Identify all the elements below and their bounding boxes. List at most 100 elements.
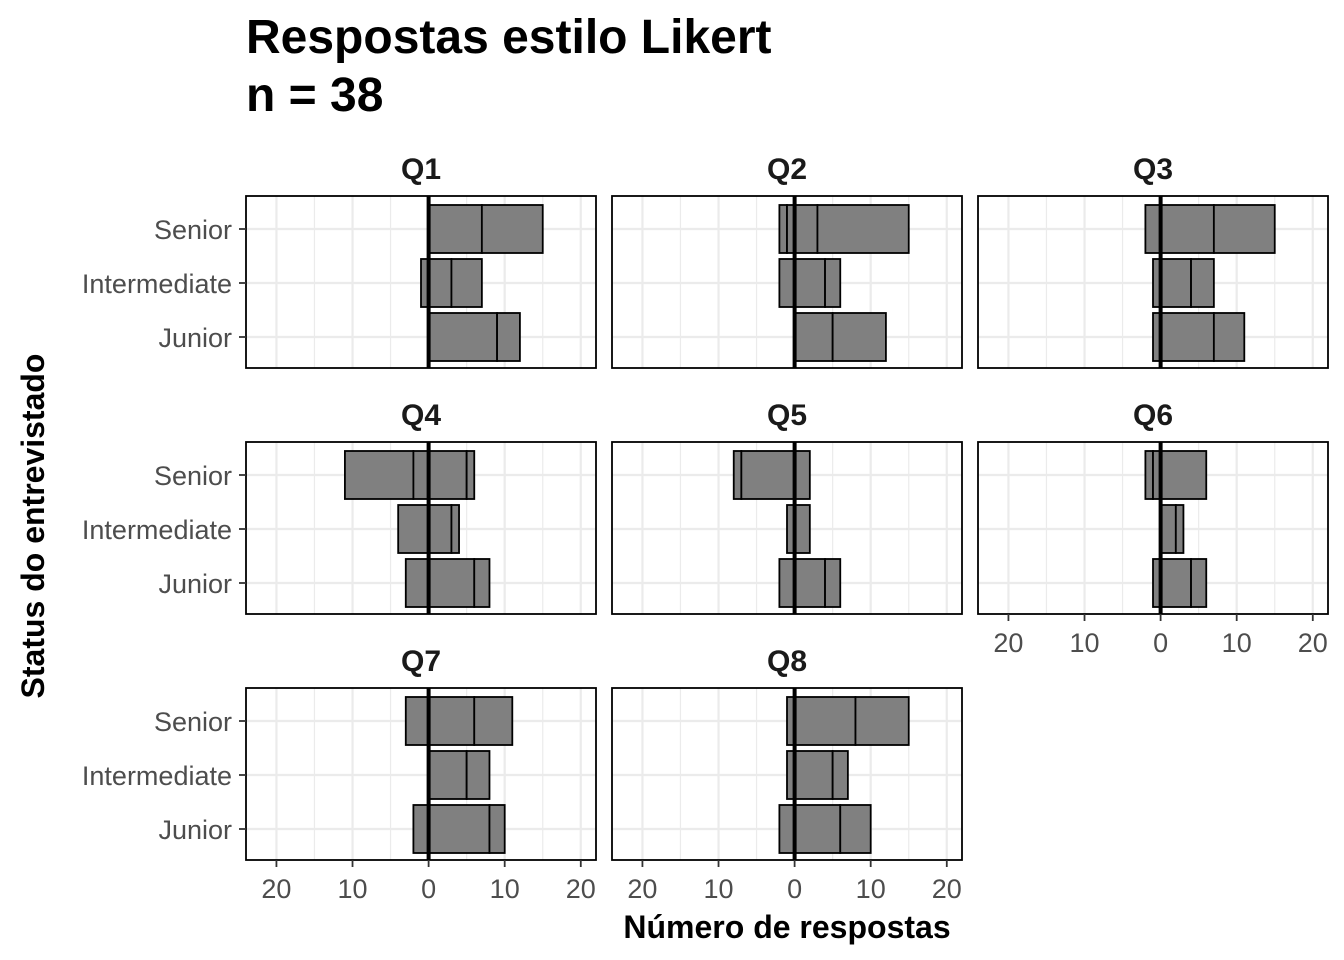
x-tick-label: 10 xyxy=(337,874,367,904)
panel-border xyxy=(245,195,597,369)
y-tick-label: Junior xyxy=(158,569,232,599)
bar-segment-senior xyxy=(344,450,415,500)
bar-segment-intermediate xyxy=(831,750,849,800)
bar-segment-intermediate xyxy=(450,258,483,308)
x-tick-label: 0 xyxy=(421,874,436,904)
bar-segment-junior xyxy=(496,312,521,362)
panel-q4: Q4 Senior Intermediate Junior xyxy=(82,399,597,615)
panel-q5: Q5 xyxy=(611,399,963,615)
panel-label: Q1 xyxy=(401,153,441,186)
panel-border xyxy=(611,195,963,369)
bar-segment-junior xyxy=(473,558,491,608)
bar-segment-senior xyxy=(427,696,476,746)
bar-segment-junior xyxy=(427,804,491,854)
panel-border xyxy=(611,687,963,861)
bar-segment-junior xyxy=(488,804,506,854)
bar-segment-senior xyxy=(1144,204,1162,254)
bar-segment-senior xyxy=(465,450,476,500)
y-axis-title: Status do entrevistado xyxy=(15,354,51,699)
bar-segment-junior xyxy=(793,558,826,608)
panel-q3: Q3 xyxy=(977,153,1329,369)
bar-segment-senior xyxy=(793,450,811,500)
bar-segment-junior xyxy=(793,312,834,362)
bar-segment-junior xyxy=(412,804,430,854)
x-tick-label: 20 xyxy=(627,874,657,904)
bar-segment-senior xyxy=(1159,204,1215,254)
bar-segment-intermediate xyxy=(824,258,842,308)
bar-segment-senior xyxy=(412,450,430,500)
bar-segment-intermediate xyxy=(1190,258,1215,308)
y-tick-label: Intermediate xyxy=(82,269,232,299)
bar-segment-senior xyxy=(427,204,483,254)
panel-label: Q8 xyxy=(767,645,807,678)
bar-segment-intermediate xyxy=(793,258,826,308)
bar-segment-senior xyxy=(427,450,468,500)
panel-border xyxy=(977,195,1329,369)
chart-title-line-2: n = 38 xyxy=(246,69,383,122)
bar-segment-intermediate xyxy=(397,504,430,554)
x-tick-label: 0 xyxy=(787,874,802,904)
bar-segment-intermediate xyxy=(450,504,460,554)
bar-segment-intermediate xyxy=(1174,504,1185,554)
bar-segment-junior xyxy=(427,558,476,608)
y-tick-label: Intermediate xyxy=(82,515,232,545)
bar-segment-senior xyxy=(854,696,910,746)
bar-segment-senior xyxy=(1159,450,1208,500)
x-tick-label: 10 xyxy=(856,874,886,904)
bar-segment-intermediate xyxy=(793,504,811,554)
bar-segment-senior xyxy=(480,204,544,254)
panel-label: Q3 xyxy=(1133,153,1173,186)
bar-segment-junior xyxy=(1159,558,1192,608)
bar-segment-junior xyxy=(778,558,796,608)
x-tick-label: 10 xyxy=(703,874,733,904)
bar-segment-junior xyxy=(1159,312,1215,362)
bar-segment-senior xyxy=(778,204,788,254)
bar-segment-junior xyxy=(793,804,842,854)
bar-segment-intermediate xyxy=(427,750,468,800)
bar-segment-intermediate xyxy=(778,258,796,308)
bar-segment-senior xyxy=(1144,450,1154,500)
y-tick-label: Junior xyxy=(158,323,232,353)
x-tick-label: 20 xyxy=(261,874,291,904)
x-tick-label: 20 xyxy=(993,628,1023,658)
y-tick-label: Senior xyxy=(154,215,232,245)
bar-segment-junior xyxy=(839,804,872,854)
bar-segment-junior xyxy=(427,312,498,362)
y-tick-label: Junior xyxy=(158,815,232,845)
x-tick-label: 10 xyxy=(490,874,520,904)
panel-q2: Q2 xyxy=(611,153,963,369)
facet-panels: Q1 Senior Intermediate Junior Q2 Q3 Q4 Senior In… xyxy=(82,153,1329,904)
bar-segment-intermediate xyxy=(465,750,491,800)
panel-q7: Q7 Senior Intermediate Junior 20 10 0 10 20 xyxy=(82,645,597,904)
bar-segment-intermediate xyxy=(1159,504,1177,554)
x-tick-label: 10 xyxy=(1222,628,1252,658)
panel-label: Q7 xyxy=(401,645,441,678)
panel-label: Q5 xyxy=(767,399,807,432)
y-tick-label: Intermediate xyxy=(82,761,232,791)
bar-segment-junior xyxy=(831,312,887,362)
panel-label: Q2 xyxy=(767,153,807,186)
y-tick-label: Senior xyxy=(154,461,232,491)
bar-segment-intermediate xyxy=(427,504,453,554)
bar-segment-junior xyxy=(824,558,842,608)
panel-border xyxy=(245,441,597,615)
panel-q1: Q1 Senior Intermediate Junior xyxy=(82,153,597,369)
bar-segment-junior xyxy=(1212,312,1246,362)
panel-label: Q6 xyxy=(1133,399,1173,432)
bar-segment-senior xyxy=(793,204,819,254)
bar-segment-senior xyxy=(473,696,514,746)
x-tick-label: 20 xyxy=(932,874,962,904)
x-tick-label: 20 xyxy=(1298,628,1328,658)
x-tick-label: 0 xyxy=(1153,628,1168,658)
bar-segment-senior xyxy=(732,450,743,500)
panel-q8: Q8 20 10 0 10 20 xyxy=(611,645,963,904)
bar-segment-senior xyxy=(404,696,430,746)
panel-border xyxy=(977,441,1329,615)
bar-segment-senior xyxy=(816,204,910,254)
x-tick-label: 20 xyxy=(566,874,596,904)
panel-label: Q4 xyxy=(401,399,441,432)
bar-segment-senior xyxy=(1212,204,1276,254)
bar-segment-senior xyxy=(793,696,857,746)
panel-border xyxy=(245,687,597,861)
